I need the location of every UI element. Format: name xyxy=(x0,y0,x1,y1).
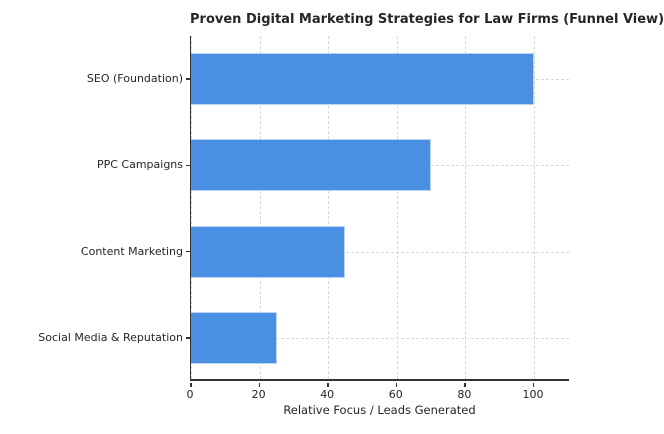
chart-title: Proven Digital Marketing Strategies for … xyxy=(190,12,664,27)
x-tick-mark xyxy=(327,383,329,387)
x-axis-label: Relative Focus / Leads Generated xyxy=(283,403,476,417)
x-gridline xyxy=(328,36,330,379)
bar-2 xyxy=(191,139,432,192)
y-tick-mark xyxy=(186,250,190,253)
x-tick-mark xyxy=(395,383,398,387)
x-tick-label: 60 xyxy=(388,388,403,401)
x-gridline xyxy=(396,36,398,379)
y-tick-label: Content Marketing xyxy=(80,244,183,258)
x-tick-mark xyxy=(464,383,466,387)
x-tick-label: 20 xyxy=(251,388,266,401)
y-gridline xyxy=(191,251,569,253)
y-tick-mark xyxy=(186,164,190,167)
x-tick-mark xyxy=(190,383,192,387)
y-tick-mark xyxy=(186,337,190,339)
y-tick-label: Social Media & Reputation xyxy=(38,330,183,344)
x-tick-mark xyxy=(258,383,261,387)
x-tick-label: 100 xyxy=(522,388,544,401)
bar-1 xyxy=(191,53,534,106)
x-tick-label: 80 xyxy=(457,388,472,401)
x-gridline xyxy=(191,36,192,379)
bar-3 xyxy=(191,225,346,278)
y-tick-label: SEO (Foundation) xyxy=(86,72,183,86)
y-tick-label: PPC Campaigns xyxy=(96,158,183,172)
bar-4 xyxy=(191,311,277,364)
y-gridline xyxy=(191,337,569,339)
y-tick-mark xyxy=(186,78,190,80)
x-gridline xyxy=(465,36,467,379)
y-axis-labels: SEO (Foundation) PPC Campaigns Content Mar… xyxy=(0,36,183,381)
x-gridline xyxy=(259,36,261,379)
x-tick-label: 40 xyxy=(320,388,335,401)
plot-area xyxy=(190,36,569,381)
x-tick-mark xyxy=(532,383,535,387)
x-gridline xyxy=(533,36,535,379)
x-tick-label: 0 xyxy=(186,388,194,401)
